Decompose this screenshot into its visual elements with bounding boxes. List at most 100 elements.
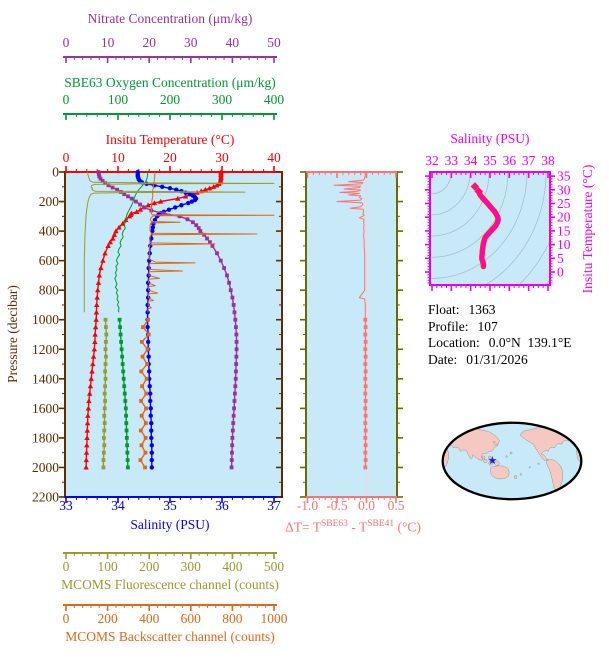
svg-text:1000: 1000: [32, 312, 59, 327]
svg-text:400: 400: [264, 92, 285, 107]
svg-text:20: 20: [142, 35, 156, 50]
svg-text:35: 35: [483, 153, 497, 168]
ts-salinity-axis-title: Salinity (PSU): [450, 131, 530, 146]
svg-text:2000: 2000: [32, 460, 59, 475]
delta-t-axis-title: ΔT= TSBE63 - TSBE41 (°C): [283, 517, 423, 535]
series-backscatter-discrete: [138, 317, 151, 470]
svg-text:35: 35: [163, 498, 177, 513]
location-row: Location: 0.0°N 139.1°E: [428, 335, 572, 352]
svg-text:0.0: 0.0: [358, 498, 375, 513]
float-id-row: Float: 1363: [428, 302, 572, 319]
fluorescence-axis: 0 100 200 300 400 500: [63, 552, 285, 574]
svg-text:500: 500: [264, 559, 285, 574]
svg-text:0: 0: [63, 559, 70, 574]
svg-text:0.5: 0.5: [388, 498, 405, 513]
svg-text:0: 0: [63, 35, 70, 50]
delta-t-title-part: (°C): [394, 519, 421, 535]
svg-text:1000: 1000: [261, 611, 288, 626]
delta-t-title-part: ΔT= T: [285, 519, 321, 535]
delta-t-title-part: - T: [347, 519, 368, 535]
location-value: 0.0°N 139.1°E: [488, 335, 572, 350]
svg-text:400: 400: [222, 559, 243, 574]
ts-temperature-axis-title: Insitu Temperature (°C): [580, 164, 595, 294]
pressure-axis-title: Pressure (decibar): [5, 285, 20, 383]
svg-text:34: 34: [111, 498, 125, 513]
svg-text:100: 100: [97, 559, 118, 574]
svg-text:30: 30: [557, 182, 571, 197]
svg-text:32: 32: [425, 153, 439, 168]
svg-text:10: 10: [111, 150, 125, 165]
svg-text:40: 40: [226, 35, 240, 50]
svg-text:-1.0: -1.0: [297, 498, 319, 513]
svg-text:400: 400: [139, 611, 160, 626]
svg-text:33: 33: [59, 498, 73, 513]
svg-text:0: 0: [63, 150, 70, 165]
svg-text:200: 200: [160, 92, 181, 107]
svg-text:0: 0: [63, 611, 70, 626]
svg-text:300: 300: [181, 559, 202, 574]
profile-label: Profile:: [428, 318, 469, 334]
svg-text:34: 34: [464, 153, 478, 168]
svg-text:200: 200: [97, 611, 118, 626]
svg-text:0: 0: [52, 165, 59, 180]
svg-text:33: 33: [445, 153, 459, 168]
svg-text:1200: 1200: [32, 342, 59, 357]
svg-text:30: 30: [215, 150, 229, 165]
svg-text:600: 600: [39, 253, 60, 268]
svg-text:20: 20: [557, 210, 571, 225]
svg-text:400: 400: [39, 224, 60, 239]
svg-text:36: 36: [503, 153, 517, 168]
svg-text:10: 10: [557, 237, 571, 252]
location-map: [441, 421, 583, 501]
oxygen-axis-title: SBE63 Oxygen Concentration (μm/kg): [64, 75, 276, 90]
series-oxygen-discrete: [117, 317, 130, 470]
svg-text:0: 0: [63, 92, 70, 107]
svg-text:-0.5: -0.5: [326, 498, 348, 513]
svg-text:200: 200: [39, 194, 60, 209]
svg-text:10: 10: [101, 35, 115, 50]
series-delta-t-discrete: [363, 317, 368, 470]
svg-text:200: 200: [139, 559, 160, 574]
svg-text:30: 30: [184, 35, 198, 50]
float-id-label: Float:: [428, 302, 460, 317]
svg-text:36: 36: [215, 498, 229, 513]
oxygen-axis: 0 100 200 300 400: [63, 92, 285, 120]
series-fluorescence-discrete: [101, 317, 109, 470]
delta-t-title-sup1: SBE63: [321, 519, 348, 529]
svg-text:38: 38: [541, 153, 555, 168]
delta-t-title-sup2: SBE41: [367, 519, 395, 529]
series-delta-t-line: [333, 172, 366, 320]
svg-text:300: 300: [212, 92, 233, 107]
profile-value: 107: [477, 318, 498, 334]
profile-plot-frame: 0 10 20 30 40 33 34 35 36 37 0 200 400 600 800 1000 1200…: [32, 150, 283, 513]
svg-text:1600: 1600: [32, 401, 59, 416]
fluorescence-axis-title: MCOMS Fluorescence channel (counts): [61, 577, 279, 592]
float-info-block: Float: 1363 Profile: 107 Location: 0.0°N 13…: [428, 302, 572, 368]
svg-text:800: 800: [222, 611, 243, 626]
svg-text:0: 0: [557, 265, 564, 280]
delta-t-plot-frame: -1.0 -0.5 0.0 0.5: [297, 171, 405, 513]
svg-text:100: 100: [108, 92, 129, 107]
float-id-value: 1363: [468, 302, 496, 317]
svg-text:5: 5: [557, 251, 564, 266]
series-oxygen-ctd: [114, 172, 149, 313]
svg-text:37: 37: [267, 498, 281, 513]
date-value: 01/31/2026: [466, 351, 528, 367]
svg-text:1800: 1800: [32, 430, 59, 445]
svg-text:35: 35: [557, 169, 571, 184]
series-fluorescence-ctd: [83, 171, 275, 313]
svg-text:15: 15: [557, 223, 571, 238]
backscatter-axis: 0 200 400 600 800 1000: [63, 604, 288, 626]
profile-row: Profile: 107: [428, 319, 572, 336]
svg-text:40: 40: [267, 150, 281, 165]
svg-text:600: 600: [181, 611, 202, 626]
svg-text:37: 37: [522, 153, 536, 168]
salinity-axis-title: Salinity (PSU): [130, 517, 210, 532]
date-row: Date: 01/31/2026: [428, 352, 572, 369]
temperature-axis-title: Insitu Temperature (°C): [105, 132, 235, 147]
float-location-star-icon: [488, 456, 497, 465]
location-label: Location:: [428, 335, 480, 350]
